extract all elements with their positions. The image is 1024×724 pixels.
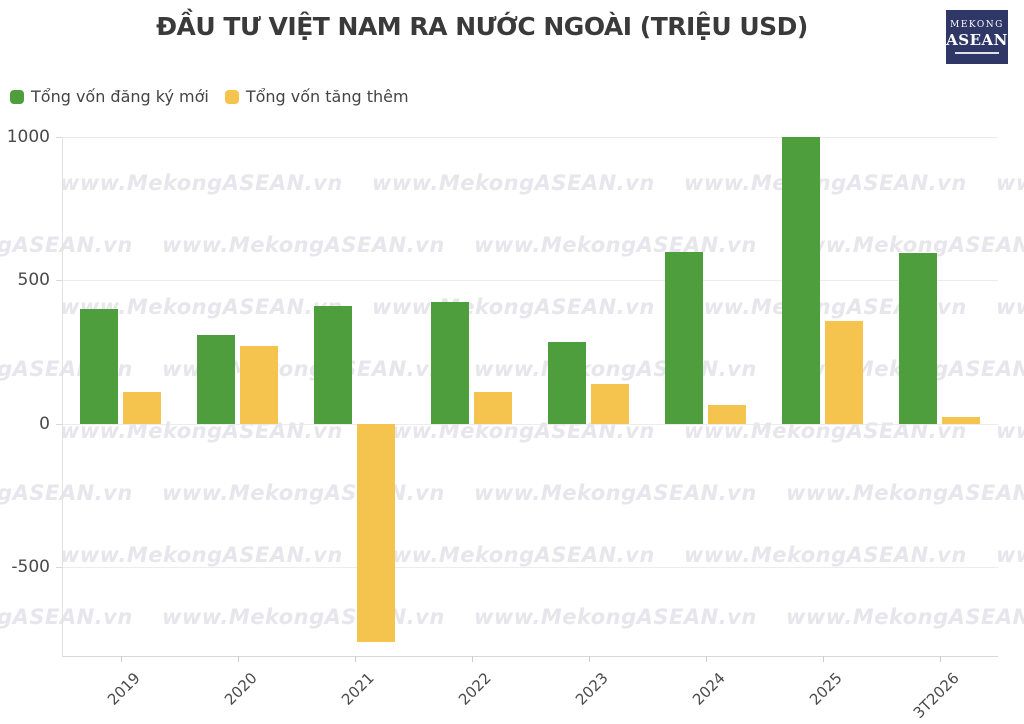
x-axis-label-2019: 2019 bbox=[103, 669, 144, 709]
watermark-text: www.MekongASEAN.vn bbox=[162, 605, 445, 629]
watermark-text: www.MekongASEAN.vn bbox=[474, 605, 757, 629]
watermark-text: www.MekongASEAN.vn bbox=[0, 357, 133, 381]
watermark-text: www.MekongASEAN.vn bbox=[474, 481, 757, 505]
watermark-text: www.MekongASEAN.vn bbox=[786, 357, 1024, 381]
watermark-text: www.MekongASEAN.vn bbox=[60, 171, 343, 195]
x-axis-tick bbox=[471, 656, 473, 662]
watermark-text: www.MekongASEAN.vn bbox=[786, 233, 1024, 257]
chart-title: ĐẦU TƯ VIỆT NAM RA NƯỚC NGOÀI (TRIỆU USD… bbox=[156, 12, 808, 41]
legend: Tổng vốn đăng ký mới Tổng vốn tăng thêm bbox=[10, 87, 409, 106]
bar-tổng-vốn-tăng-thêm-2020 bbox=[240, 346, 278, 424]
watermark-text: www.MekongASEAN.vn bbox=[996, 171, 1024, 195]
logo-text-asean: ASEAN bbox=[946, 31, 1008, 49]
logo-tagline bbox=[955, 52, 999, 54]
y-axis-tick bbox=[56, 567, 62, 569]
yellow-swatch-icon bbox=[224, 89, 239, 104]
bar-tổng-vốn-đăng-ký-mới-2025 bbox=[782, 137, 820, 424]
y-axis-tick bbox=[56, 280, 62, 282]
x-axis-label-3T2026: 3T2026 bbox=[909, 669, 963, 722]
watermark-text: www.MekongASEAN.vn bbox=[60, 419, 343, 443]
x-axis-tick bbox=[822, 656, 824, 662]
watermark-text: www.MekongASEAN.vn bbox=[474, 233, 757, 257]
watermark-text: www.MekongASEAN.vn bbox=[60, 543, 343, 567]
watermark-text: www.MekongASEAN.vn bbox=[372, 171, 655, 195]
watermark-text: www.MekongASEAN.vn bbox=[684, 543, 967, 567]
watermark-text: www.MekongASEAN.vn bbox=[996, 543, 1024, 567]
bar-tổng-vốn-đăng-ký-mới-2024 bbox=[665, 251, 703, 424]
bar-tổng-vốn-tăng-thêm-3T2026 bbox=[942, 416, 980, 424]
bar-tổng-vốn-đăng-ký-mới-2023 bbox=[548, 342, 586, 424]
x-axis-label-2025: 2025 bbox=[805, 669, 846, 709]
watermark-text: www.MekongASEAN.vn bbox=[162, 481, 445, 505]
x-axis-label-2024: 2024 bbox=[688, 669, 729, 709]
x-axis-tick bbox=[120, 656, 122, 662]
watermark-text: www.MekongASEAN.vn bbox=[162, 233, 445, 257]
watermark-text: www.MekongASEAN.vn bbox=[162, 357, 445, 381]
x-axis-tick bbox=[237, 656, 239, 662]
green-swatch-icon bbox=[10, 89, 24, 104]
bar-tổng-vốn-đăng-ký-mới-2022 bbox=[431, 301, 469, 424]
watermark-text: www.MekongASEAN.vn bbox=[0, 481, 133, 505]
gridline-500 bbox=[62, 280, 998, 282]
x-axis-label-2023: 2023 bbox=[571, 669, 612, 709]
gridline-0 bbox=[62, 423, 998, 425]
bar-tổng-vốn-đăng-ký-mới-2021 bbox=[314, 306, 352, 424]
watermark-text: www.MekongASEAN.vn bbox=[0, 233, 133, 257]
legend-item-additional-capital: Tổng vốn tăng thêm bbox=[224, 87, 409, 106]
watermark-text: www.MekongASEAN.vn bbox=[786, 481, 1024, 505]
watermark-text: www.MekongASEAN.vn bbox=[372, 419, 655, 443]
y-axis-line bbox=[62, 137, 63, 656]
legend-label-new-registered-capital: Tổng vốn đăng ký mới bbox=[31, 87, 209, 106]
y-axis-label: 500 bbox=[17, 270, 50, 291]
gridline-1000 bbox=[62, 137, 998, 138]
watermark-text: www.MekongASEAN.vn bbox=[996, 419, 1024, 443]
watermark-text: www.MekongASEAN.vn bbox=[684, 295, 967, 319]
x-axis-tick bbox=[705, 656, 707, 662]
watermark-text: www.MekongASEAN.vn bbox=[372, 295, 655, 319]
y-axis-label: -500 bbox=[11, 557, 50, 578]
bar-tổng-vốn-tăng-thêm-2024 bbox=[708, 405, 746, 424]
y-axis-tick bbox=[56, 137, 62, 138]
bar-tổng-vốn-tăng-thêm-2021 bbox=[357, 423, 395, 642]
watermark-text: www.MekongASEAN.vn bbox=[372, 543, 655, 567]
bar-tổng-vốn-tăng-thêm-2022 bbox=[474, 392, 512, 424]
gridline--500 bbox=[62, 567, 998, 569]
watermark-text: www.MekongASEAN.vn bbox=[684, 171, 967, 195]
bar-tổng-vốn-đăng-ký-mới-2019 bbox=[80, 309, 118, 424]
y-axis-label: 1000 bbox=[6, 127, 50, 147]
x-axis-line bbox=[62, 656, 998, 657]
watermark-text: www.MekongASEAN.vn bbox=[474, 357, 757, 381]
mekong-asean-logo: MEKONG ASEAN bbox=[946, 10, 1008, 64]
x-axis-tick bbox=[588, 656, 590, 662]
x-axis-label-2020: 2020 bbox=[220, 669, 261, 709]
y-axis-label: 0 bbox=[39, 413, 50, 434]
x-axis-tick bbox=[939, 656, 941, 662]
watermark-text: www.MekongASEAN.vn bbox=[60, 295, 343, 319]
legend-item-new-registered-capital: Tổng vốn đăng ký mới bbox=[10, 87, 209, 106]
bar-tổng-vốn-đăng-ký-mới-2020 bbox=[197, 334, 235, 424]
watermark-text: www.MekongASEAN.vn bbox=[996, 295, 1024, 319]
bar-tổng-vốn-tăng-thêm-2023 bbox=[591, 383, 629, 424]
x-axis-label-2021: 2021 bbox=[337, 669, 378, 709]
legend-label-additional-capital: Tổng vốn tăng thêm bbox=[245, 87, 409, 106]
watermark-text: www.MekongASEAN.vn bbox=[684, 419, 967, 443]
watermark-text: www.MekongASEAN.vn bbox=[786, 605, 1024, 629]
y-axis-tick bbox=[56, 423, 62, 425]
bar-tổng-vốn-tăng-thêm-2019 bbox=[123, 392, 161, 424]
watermark-text: www.MekongASEAN.vn bbox=[0, 605, 133, 629]
x-axis-tick bbox=[354, 656, 356, 662]
logo-text-mekong: MEKONG bbox=[950, 20, 1004, 30]
x-axis-label-2022: 2022 bbox=[454, 669, 495, 709]
bar-tổng-vốn-đăng-ký-mới-3T2026 bbox=[899, 253, 937, 424]
bar-tổng-vốn-tăng-thêm-2025 bbox=[825, 320, 863, 424]
